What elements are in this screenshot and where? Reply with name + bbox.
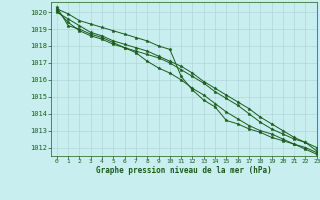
X-axis label: Graphe pression niveau de la mer (hPa): Graphe pression niveau de la mer (hPa) [96, 166, 272, 175]
